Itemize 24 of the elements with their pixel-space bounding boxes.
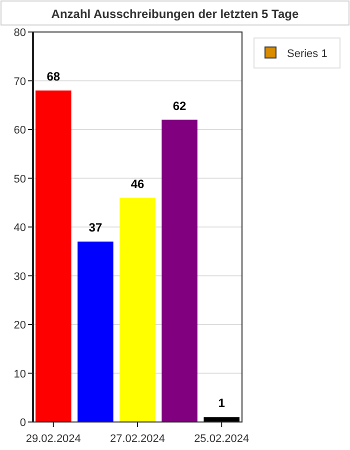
x-tick-label: 29.02.2024 xyxy=(26,433,81,445)
y-tick-label: 60 xyxy=(14,124,26,136)
y-tick-label: 50 xyxy=(14,173,26,186)
data-label: 68 xyxy=(46,70,60,84)
y-tick-label: 10 xyxy=(14,368,26,380)
data-label: 46 xyxy=(130,176,144,191)
y-tick-label: 20 xyxy=(14,320,26,332)
y-tick-label: 40 xyxy=(14,222,26,234)
bar xyxy=(204,417,240,422)
text: Series 1 xyxy=(287,48,328,60)
y-tick-label: 80 xyxy=(14,27,26,39)
bar xyxy=(36,90,72,422)
data-label: 62 xyxy=(172,98,187,113)
x-tick-label: 27.02.2024 xyxy=(110,433,166,445)
bar xyxy=(78,242,114,422)
data-label: 1 xyxy=(218,396,226,410)
data-label: 37 xyxy=(88,220,102,235)
x-tick-label: 25.02.2024 xyxy=(194,433,250,445)
bar xyxy=(162,120,198,422)
y-tick-label: 0 xyxy=(20,417,26,429)
chart-title: Anzahl Ausschreibungen der letzten 5 Tage xyxy=(51,7,300,21)
y-tick-label: 70 xyxy=(14,76,26,88)
bar xyxy=(120,198,156,422)
y-tick-label: 30 xyxy=(14,270,26,283)
